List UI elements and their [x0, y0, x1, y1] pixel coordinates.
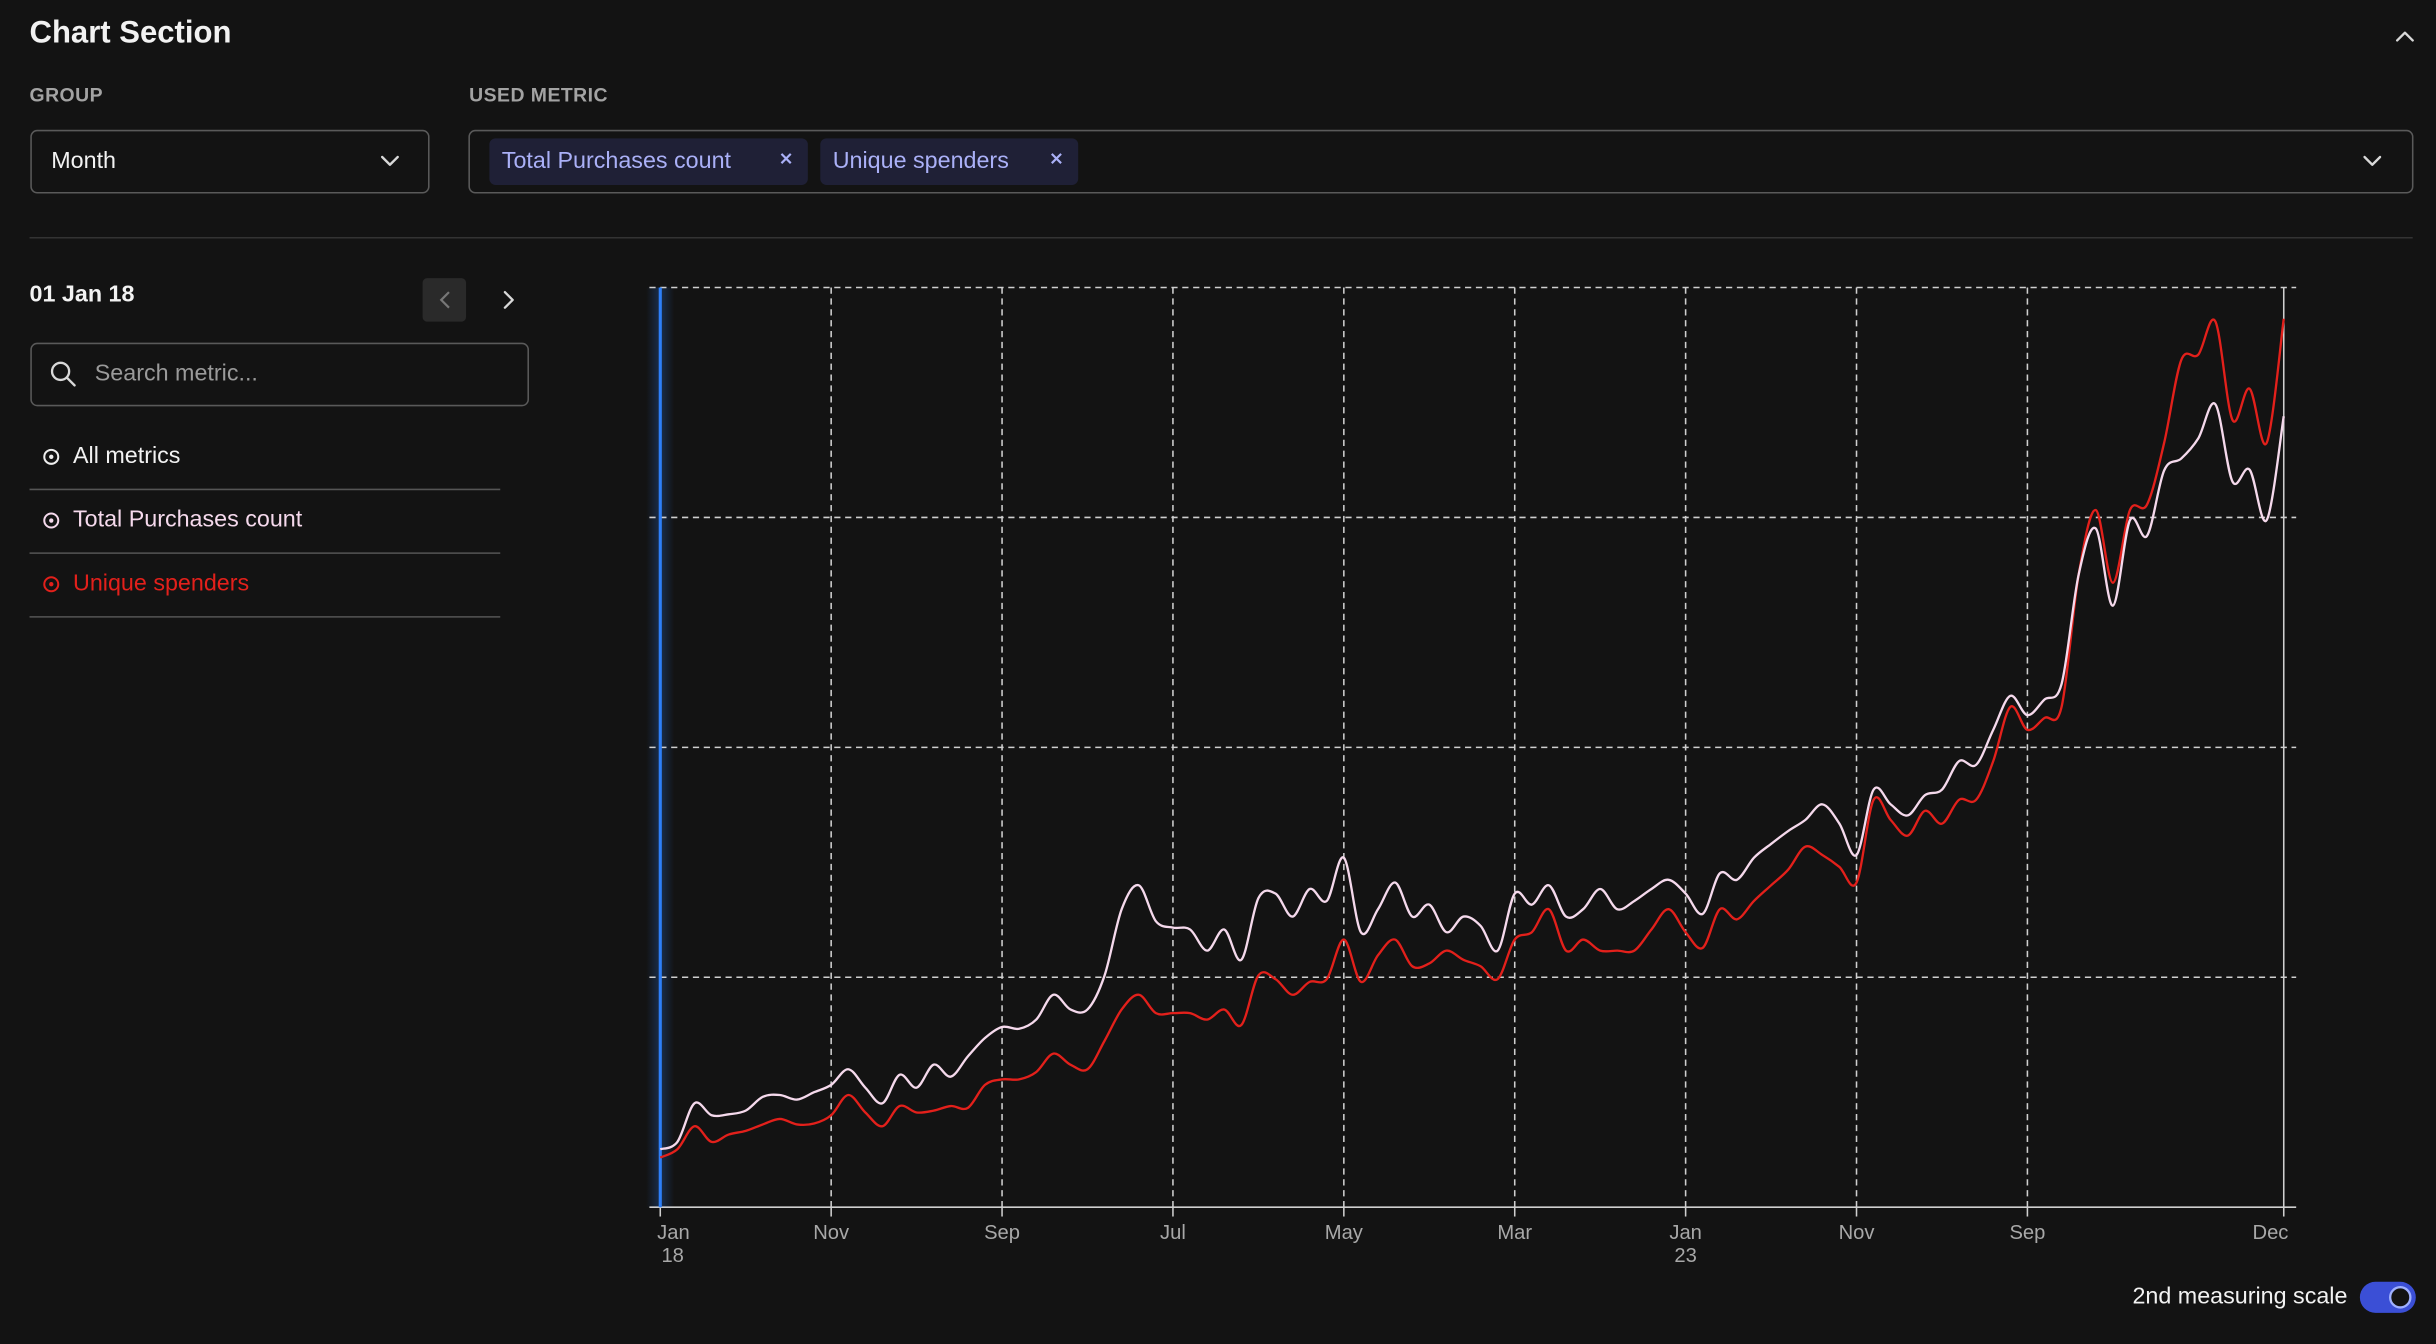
series-line — [659, 402, 2285, 1151]
eye-icon — [49, 454, 54, 460]
chip-label: Total Purchases count — [502, 147, 732, 173]
x-tick-label: Mar — [1497, 1222, 1532, 1244]
eye-icon — [49, 582, 54, 587]
select-box[interactable] — [30, 129, 430, 194]
eye-icon — [43, 448, 60, 465]
x-tick-label: 23 — [1674, 1245, 1696, 1267]
x-tick-label: Nov — [813, 1222, 850, 1244]
x-tick-label: May — [1325, 1222, 1364, 1244]
x-tick-label: Nov — [1839, 1222, 1876, 1244]
prev-button[interactable] — [422, 278, 467, 322]
list-item[interactable]: Total Purchases count — [73, 506, 303, 532]
select-arrow — [2363, 155, 2382, 166]
toggle-label: 2nd measuring scale — [2132, 1282, 2347, 1308]
series-line — [659, 318, 2285, 1159]
chip-remove[interactable] — [1050, 153, 1062, 164]
toggle-knob — [2389, 1286, 2412, 1309]
x-tick-label: 18 — [661, 1245, 683, 1267]
select-value: Month — [51, 147, 116, 173]
eye-icon — [43, 512, 60, 529]
next-button[interactable] — [503, 290, 514, 309]
chip-label: Unique spenders — [833, 147, 1009, 173]
current-date: 01 Jan 18 — [30, 280, 135, 306]
x-tick-label: Jan — [1669, 1222, 1702, 1244]
select-arrow — [381, 155, 399, 166]
group-select[interactable]: Month — [30, 129, 430, 194]
prev-icon — [439, 291, 450, 309]
list-item[interactable]: Unique spenders — [73, 569, 249, 595]
search-icon — [50, 361, 71, 382]
search-icon — [65, 376, 76, 387]
x-tick-label: Sep — [984, 1222, 1020, 1244]
search-input[interactable] — [30, 342, 529, 407]
search-placeholder: Search metric... — [95, 360, 258, 386]
chip — [489, 138, 808, 185]
collapse-button[interactable] — [2395, 31, 2414, 42]
list-item[interactable]: All metrics — [73, 442, 180, 468]
toggle[interactable] — [2359, 1281, 2416, 1313]
chip-remove[interactable] — [780, 153, 792, 164]
eye-icon — [43, 576, 60, 593]
x-tick-label: Jul — [1160, 1222, 1186, 1244]
x-tick-label: Sep — [2009, 1222, 2045, 1244]
metric-select[interactable]: Total Purchases count Unique spenders — [468, 129, 2414, 194]
metric-list: All metrics Total Purchases count Unique… — [29, 442, 501, 618]
eye-icon — [49, 518, 54, 523]
metric-label: USED METRIC — [469, 85, 608, 107]
group-label: GROUP — [30, 85, 104, 107]
x-tick-label: Jan — [657, 1222, 690, 1244]
chip — [820, 138, 1079, 185]
section-title: Chart Section — [30, 14, 232, 49]
x-tick-label: Dec — [2253, 1222, 2289, 1244]
